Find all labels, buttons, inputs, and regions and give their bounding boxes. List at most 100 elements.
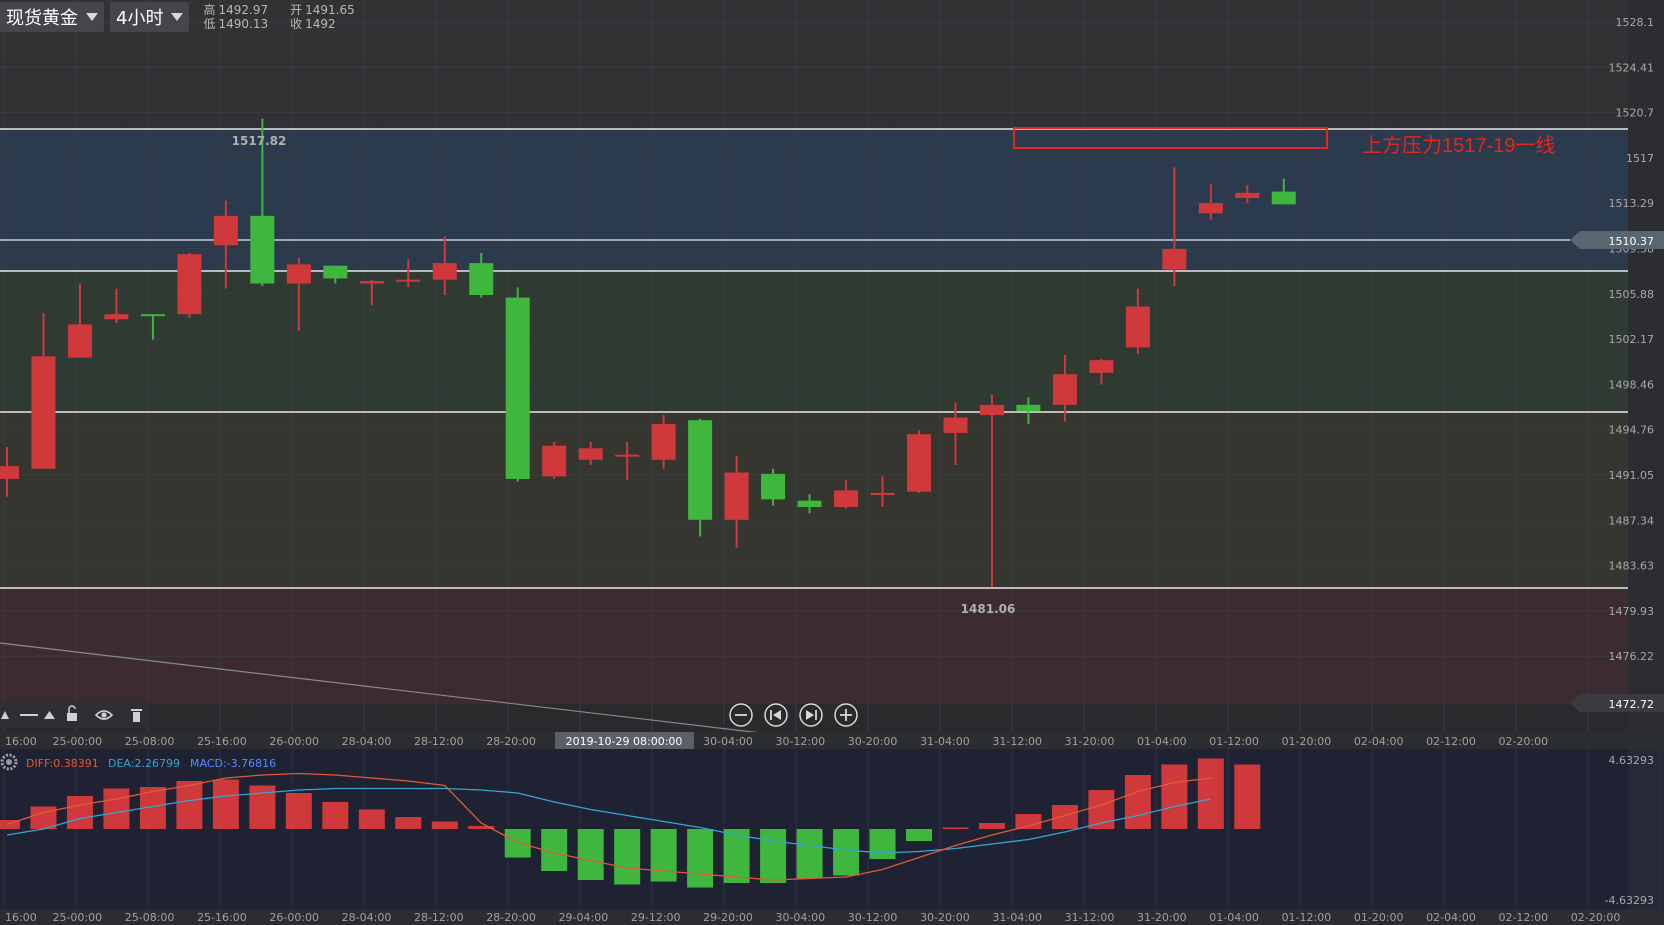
macd-bar [1124,775,1151,829]
macd-bar [0,820,20,829]
time-tick-label: 31-12:00 [992,735,1042,748]
candle [31,312,56,469]
low-value: 低 1490.13 [203,17,269,31]
macd-bar [1234,764,1261,829]
candle-body [1089,360,1114,373]
candle-body [359,280,384,284]
time-tick-label: 30-04:00 [775,911,825,924]
candle-body [1198,203,1223,214]
candle-body [31,356,56,469]
macd-label: MACD:-3.76816 [190,757,276,770]
trash-icon[interactable] [131,709,142,722]
eye-icon[interactable] [94,710,114,720]
time-tick-label: 30-20:00 [920,911,970,924]
price-tick-label: 1520.7 [1616,107,1655,120]
candle [761,468,786,506]
candle-body [979,404,1004,416]
candle [140,314,165,340]
candle [907,430,931,493]
candle [1089,358,1114,385]
time-tick-label: 28-12:00 [414,735,464,748]
candle-body [432,263,457,280]
time-tick-label: 25-08:00 [125,911,175,924]
open-value: 开 1491.65 [290,3,355,17]
chevron-down-icon [171,13,184,21]
step-back-icon[interactable] [764,703,788,727]
macd-bar [66,796,93,829]
ohlc-info: 高 1492.97 开 1491.65 低 1490.13 收 1492 [203,3,354,31]
current-price-label: 1510.37 [1609,235,1655,248]
candle [0,447,19,497]
macd-bar [431,821,458,829]
macd-bar [687,829,714,888]
candle-body [834,490,859,508]
candle [979,394,1004,588]
macd-bar [942,827,969,829]
candle [688,418,713,537]
macd-bar [212,779,239,829]
candle-body [870,492,895,495]
zoom-in-icon[interactable] [834,703,858,727]
candle [797,494,822,514]
candle-body [907,434,931,492]
zoom-out-icon[interactable] [729,703,753,727]
macd-bar [650,829,677,882]
candle [1271,178,1296,205]
step-forward-icon[interactable] [799,703,823,727]
zone-olive [0,412,1628,588]
time-tick-label: 02-20:00 [1498,735,1548,748]
candle [870,476,895,508]
time-tick-label: 25-16:00 [197,911,247,924]
candle [542,441,567,479]
candle-body [469,263,494,296]
macd-bar [906,829,932,841]
macd-bar [1015,814,1042,829]
timeframe-dropdown[interactable]: 4小时 [110,2,190,32]
time-tick-label: 16:00 [5,911,37,924]
macd-bar [30,806,57,829]
macd-bar [103,788,130,829]
time-tick-label: 28-04:00 [342,911,392,924]
zone-green [0,271,1628,412]
price-tick-label: 1513.29 [1609,197,1655,210]
macd-bar [869,829,896,859]
macd-scale-bottom: -4.63293 [1605,894,1654,907]
nav-controls [729,703,858,727]
time-tick-label: 30-12:00 [848,911,898,924]
time-tick-label: 25-00:00 [52,911,102,924]
candle [1052,355,1077,422]
settings-gear-icon[interactable] [0,753,18,771]
lock-icon[interactable] [67,705,77,721]
candle-body [177,254,202,315]
macd-bar [1197,758,1224,829]
time-tick-label: 25-16:00 [197,735,247,748]
candle [724,455,749,548]
triangle-up-icon[interactable] [1,711,9,719]
bottom-price-label: 1472.72 [1609,698,1655,711]
candle-body [615,454,640,457]
time-tick-label: 28-04:00 [342,735,392,748]
candle-body [1016,404,1041,412]
symbol-dropdown[interactable]: 现货黄金 [0,2,104,32]
candle [104,288,129,324]
candle-body [724,472,749,520]
price-tick-label: 1505.88 [1609,288,1655,301]
candle [67,283,92,358]
macd-bar [504,829,531,858]
candle-body [67,324,92,358]
macd-bar [723,829,750,883]
price-tick-label: 1498.46 [1609,378,1655,391]
price-tick-label: 1494.76 [1609,424,1655,437]
time-tick-label: 26-00:00 [269,735,319,748]
time-axis-main: 16:00 25-00:00 25-08:00 25-16:00 26-00:00 28-… [5,735,1548,748]
time-tick-label: 01-20:00 [1354,911,1404,924]
candle [834,480,859,509]
time-tick-label: 30-04:00 [703,735,753,748]
candle [432,236,457,296]
time-tick-label: 31-20:00 [1065,735,1115,748]
time-tick-label: 31-04:00 [992,911,1042,924]
time-tick-label: 02-20:00 [1571,911,1621,924]
candle-body [1271,191,1296,205]
triangle-up-icon[interactable] [44,711,55,719]
